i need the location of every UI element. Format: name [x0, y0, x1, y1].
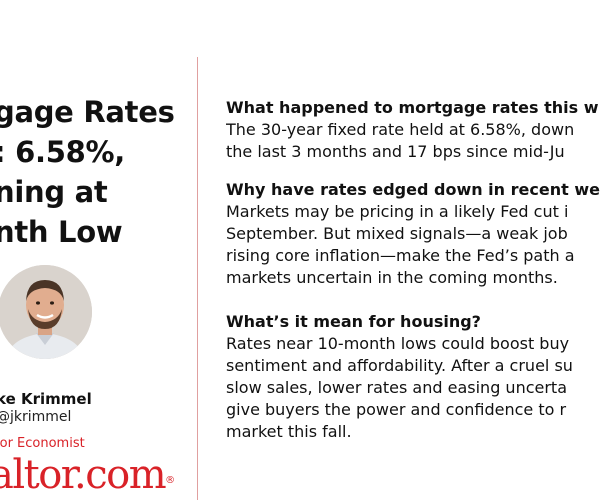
headline: gage Rates : 6.58%, ning at nth Low — [0, 92, 194, 252]
answer-line: The 30-year fixed rate held at 6.58%, do… — [226, 120, 575, 139]
answer-line: sentiment and affordability. After a cru… — [226, 356, 573, 375]
section-question: What happened to mortgage rates this w — [226, 98, 599, 117]
answer-line: rising core inflation—make the Fed’s pat… — [226, 246, 575, 265]
answer-line: Rates near 10-month lows could boost buy — [226, 334, 570, 353]
headline-line: gage Rates — [0, 95, 175, 129]
logo-wordmark: altor.com — [0, 452, 167, 498]
author-name: ke Krimmel — [0, 390, 92, 408]
vertical-divider — [197, 57, 198, 500]
answer-line: the last 3 months and 17 bps since mid-J… — [226, 142, 565, 161]
qa-section-housing-impact: What’s it mean for housing? Rates near 1… — [226, 311, 600, 443]
answer-line: give buyers the power and confidence to … — [226, 400, 567, 419]
qa-section-why-rates-down: Why have rates edged down in recent we M… — [226, 179, 600, 289]
author-title: ior Economist — [0, 436, 85, 451]
headline-line: : 6.58%, — [0, 135, 125, 169]
section-answer: The 30-year fixed rate held at 6.58%, do… — [226, 119, 600, 163]
section-answer: Markets may be pricing in a likely Fed c… — [226, 201, 600, 289]
section-question: What’s it mean for housing? — [226, 312, 481, 331]
answer-line: September. But mixed signals—a weak job — [226, 224, 568, 243]
answer-line: markets uncertain in the coming months. — [226, 268, 558, 287]
realtor-logo: altor.com® — [0, 452, 175, 498]
answer-line: market this fall. — [226, 422, 352, 441]
answer-line: slow sales, lower rates and easing uncer… — [226, 378, 568, 397]
headline-line: ning at — [0, 175, 108, 209]
headline-line: nth Low — [0, 215, 123, 249]
qa-section-rates-this-week: What happened to mortgage rates this w T… — [226, 97, 600, 163]
section-question: Why have rates edged down in recent we — [226, 180, 600, 199]
author-handle: @jkrimmel — [0, 409, 72, 425]
answer-line: Markets may be pricing in a likely Fed c… — [226, 202, 569, 221]
author-avatar — [0, 265, 92, 359]
section-answer: Rates near 10-month lows could boost buy… — [226, 333, 600, 443]
registered-mark: ® — [165, 475, 176, 486]
author-photo-illustration — [0, 265, 92, 359]
